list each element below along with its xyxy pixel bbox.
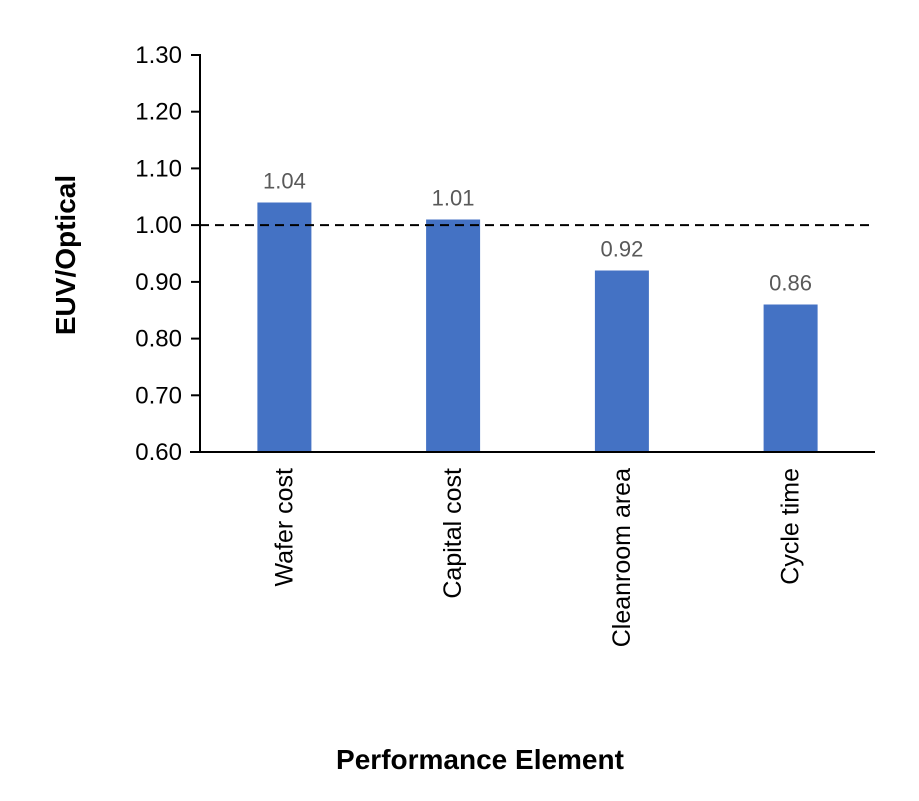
- x-tick-label-4: Cycle time: [777, 468, 805, 585]
- y-tick-label-5: 1.00: [135, 212, 182, 239]
- y-tick-label-7: 1.20: [135, 99, 182, 126]
- data-label-1: 1.04: [263, 169, 306, 194]
- x-axis-title: Performance Element: [336, 744, 624, 775]
- y-tick-label-6: 1.10: [135, 155, 182, 182]
- axes-group: [190, 54, 875, 453]
- bar-1: [257, 202, 312, 452]
- data-label-4: 0.86: [769, 271, 812, 296]
- y-tick-label-1: 0.60: [135, 439, 182, 466]
- y-ticks-group: 0.60 0.70 0.80 0.90 1.00 1.10 1.20 1.30: [135, 42, 200, 466]
- x-labels-group: Wafer cost Capital cost Cleanroom area Cycl…: [270, 468, 804, 647]
- data-label-3: 0.92: [600, 237, 643, 262]
- data-labels-group: 1.04 1.01 0.92 0.86: [263, 169, 812, 296]
- bar-2: [426, 219, 481, 452]
- y-tick-label-4: 0.90: [135, 269, 182, 296]
- y-tick-label-3: 0.80: [135, 326, 182, 353]
- x-tick-label-3: Cleanroom area: [608, 468, 636, 647]
- bar-4: [763, 304, 818, 452]
- x-tick-label-1: Wafer cost: [270, 468, 298, 587]
- y-tick-label-2: 0.70: [135, 382, 182, 409]
- x-tick-label-2: Capital cost: [439, 468, 467, 599]
- bar-3: [594, 270, 649, 452]
- data-label-2: 1.01: [432, 186, 475, 211]
- bars-group: [257, 202, 818, 452]
- y-tick-label-8: 1.30: [135, 42, 182, 69]
- y-axis-title: EUV/Optical: [50, 175, 81, 335]
